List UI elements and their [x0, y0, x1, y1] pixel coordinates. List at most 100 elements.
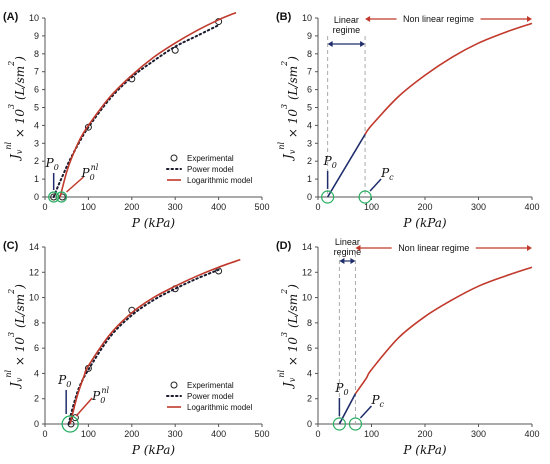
highlight-circle	[332, 417, 346, 431]
y-tick-label: 8	[307, 318, 312, 328]
x-tick-label: 0	[315, 202, 320, 212]
y-tick-label: 8	[34, 318, 39, 328]
regime-arrowhead-left	[365, 16, 371, 22]
regime-label: Non linear regime	[403, 14, 474, 24]
regime-arrowhead-left	[327, 41, 333, 47]
y-tick-label: 10	[29, 293, 39, 303]
y-tick-label: 4	[34, 120, 39, 130]
x-tick-label: 200	[124, 202, 139, 212]
series-line	[59, 11, 237, 198]
series-line-power	[52, 24, 220, 198]
series-line	[338, 393, 357, 425]
y-tick-label: 6	[307, 343, 312, 353]
legend-entry: Logarithmic model	[187, 403, 253, 412]
x-tick-label: 100	[81, 429, 96, 439]
legend-entry: Logarithmic model	[187, 176, 253, 185]
y-axis-label: Jvnl × 103 (L/sm2)	[4, 284, 27, 390]
chart-panel-c: 0 2 4 6 8 10 12 14 0 100 200 300 400 500 (C) P (kPa) Jvn…	[3, 240, 270, 457]
y-tick-label: 12	[302, 267, 312, 277]
legend-entry: Experimental	[187, 154, 234, 163]
regime-arrowhead-right	[350, 258, 356, 264]
highlight-circle	[48, 191, 60, 203]
regime-label-line: regime	[333, 25, 361, 35]
y-tick-label: 10	[302, 13, 312, 23]
annotation-arrow	[65, 176, 84, 193]
legend-marker-circle	[170, 381, 178, 389]
x-tick-label: 300	[168, 202, 183, 212]
x-tick-label: 400	[211, 202, 226, 212]
y-tick-label: 8	[307, 49, 312, 59]
regime-label-line: Linear	[335, 237, 360, 247]
regime-label-bg	[396, 12, 481, 24]
annotation-label: Pc	[370, 393, 384, 409]
y-tick-label: 0	[34, 419, 39, 429]
annotation-label: P0nl	[80, 163, 98, 182]
annotation-label: P0	[323, 154, 337, 170]
y-tick-label: 4	[307, 368, 312, 378]
series-line-power	[67, 268, 220, 425]
x-tick-label: 400	[524, 429, 539, 439]
highlight-circle	[321, 190, 335, 204]
y-tick-label: 6	[34, 343, 39, 353]
x-axis-label: P (kPa)	[402, 443, 447, 457]
y-tick-label: 4	[307, 120, 312, 130]
y-tick-label: 9	[34, 31, 39, 41]
annotation-label: P0	[57, 373, 71, 389]
x-tick-label: 0	[315, 429, 320, 439]
y-tick-label: 6	[307, 85, 312, 95]
panel-label: (C)	[3, 240, 19, 252]
series-line	[69, 258, 241, 425]
y-tick-label: 7	[34, 67, 39, 77]
y-tick-label: 2	[34, 156, 39, 166]
regime-arrowhead-left	[355, 245, 361, 251]
y-axis-label: Jvnl × 103 (L/sm2)	[4, 56, 27, 162]
x-tick-label: 0	[42, 429, 47, 439]
regime-arrowhead-right	[360, 41, 366, 47]
y-tick-label: 10	[29, 13, 39, 23]
highlight-circle	[55, 191, 68, 203]
y-tick-label: 14	[302, 242, 312, 252]
regime-arrowhead-left	[339, 258, 345, 264]
y-axis-label: Jvnl × 103 (L/sm2)	[277, 284, 300, 390]
x-tick-label: 200	[417, 429, 432, 439]
y-tick-label: 5	[34, 103, 39, 113]
y-tick-label: 2	[34, 394, 39, 404]
series-line	[364, 22, 533, 135]
annotation-label: P0nl	[91, 386, 109, 405]
panel-label: (B)	[276, 11, 292, 23]
x-tick-label: 400	[211, 429, 226, 439]
x-axis-label: P (kPa)	[402, 216, 447, 230]
regime-arrowhead-right	[527, 16, 532, 22]
panel-label: (A)	[3, 11, 19, 23]
x-tick-label: 100	[364, 202, 379, 212]
data-point	[58, 193, 66, 201]
y-tick-label: 1	[307, 174, 312, 184]
x-tick-label: 200	[124, 429, 139, 439]
x-tick-label: 100	[81, 202, 96, 212]
y-tick-label: 3	[307, 138, 312, 148]
y-tick-label: 12	[29, 267, 39, 277]
y-tick-label: 14	[29, 242, 39, 252]
x-axis-label: P (kPa)	[131, 443, 176, 457]
chart-panel-d: 0 2 4 6 8 10 12 14 0 100 200 300 400 (D) P (kPa) Jvnl ×…	[276, 237, 540, 457]
y-tick-label: 4	[34, 368, 39, 378]
y-tick-label: 6	[34, 85, 39, 95]
x-tick-label: 100	[364, 429, 379, 439]
x-tick-label: 500	[254, 202, 269, 212]
x-axis-label: P (kPa)	[131, 216, 176, 230]
x-tick-label: 300	[168, 429, 183, 439]
regime-label: Non linear regime	[398, 243, 469, 253]
annotation-arrow	[75, 397, 93, 417]
legend-entry: Power model	[187, 165, 234, 174]
annotation-label: Pc	[380, 166, 394, 182]
series-line	[354, 266, 533, 395]
series-line	[326, 133, 366, 198]
y-tick-label: 9	[307, 31, 312, 41]
regime-label-bg	[391, 241, 476, 253]
panel-label: (D)	[276, 240, 292, 252]
highlight-circle	[358, 190, 372, 204]
y-tick-label: 1	[34, 174, 39, 184]
annotation-label: P0	[45, 156, 59, 172]
